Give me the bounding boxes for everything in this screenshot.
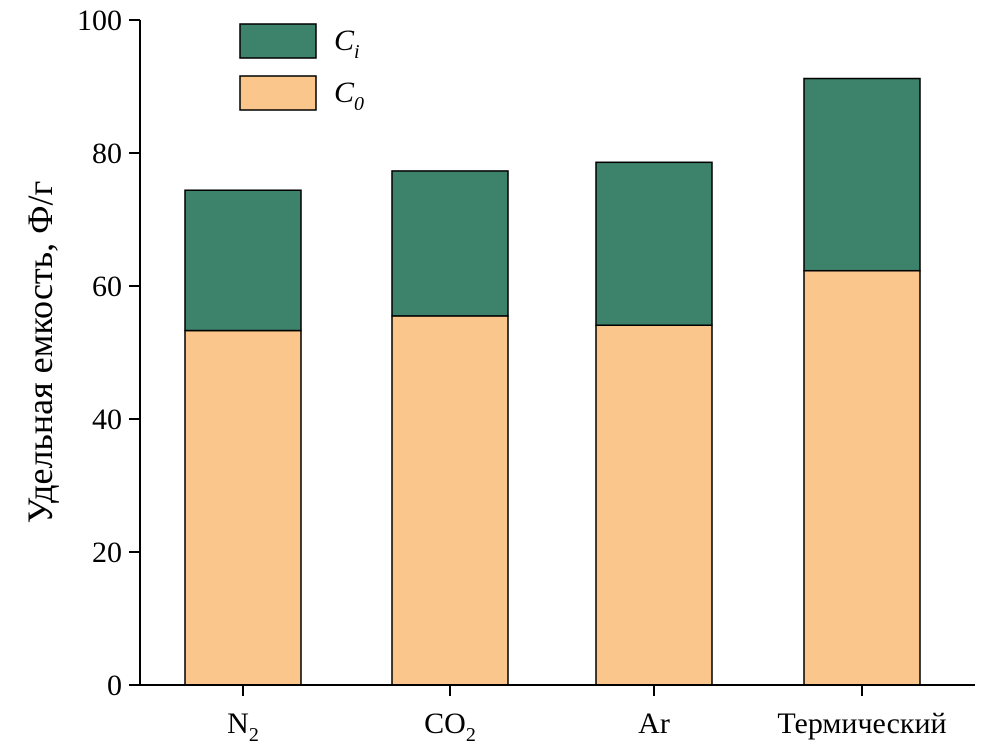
bar-ci-2 <box>595 161 713 326</box>
bar-c0-0 <box>184 329 302 686</box>
bar-c0-2 <box>595 324 713 686</box>
legend-swatch-c0 <box>239 75 317 111</box>
bar-ci-0 <box>184 189 302 332</box>
bar-ci-1 <box>391 170 509 317</box>
bars-layer <box>184 77 921 686</box>
y-tick-label-5: 100 <box>77 4 122 37</box>
y-tick-label-2: 40 <box>92 403 122 436</box>
x-tick-label-3: Термический <box>777 707 946 740</box>
legend: Ci C0 <box>239 23 364 115</box>
y-ticks-layer: 0 20 40 60 80 100 <box>77 4 140 702</box>
y-tick-label-3: 60 <box>92 270 122 303</box>
legend-swatch-ci <box>239 23 317 59</box>
x-tick-label-0: N2 <box>227 707 259 746</box>
x-ticks-layer: N2 CO2 Ar Термический <box>227 685 947 746</box>
legend-label-ci: Ci <box>334 24 360 63</box>
bar-c0-1 <box>391 315 509 686</box>
legend-label-c0: C0 <box>334 76 364 115</box>
axes-layer <box>139 20 975 686</box>
bar-c0-3 <box>803 269 921 686</box>
y-tick-label-0: 0 <box>107 669 122 702</box>
bar-ci-3 <box>803 77 921 272</box>
y-tick-label-4: 80 <box>92 137 122 170</box>
y-tick-label-1: 20 <box>92 536 122 569</box>
x-tick-label-1: CO2 <box>424 707 476 746</box>
y-axis-title: Удельная емкость, Ф/г <box>20 181 60 524</box>
x-tick-label-2: Ar <box>638 707 670 740</box>
